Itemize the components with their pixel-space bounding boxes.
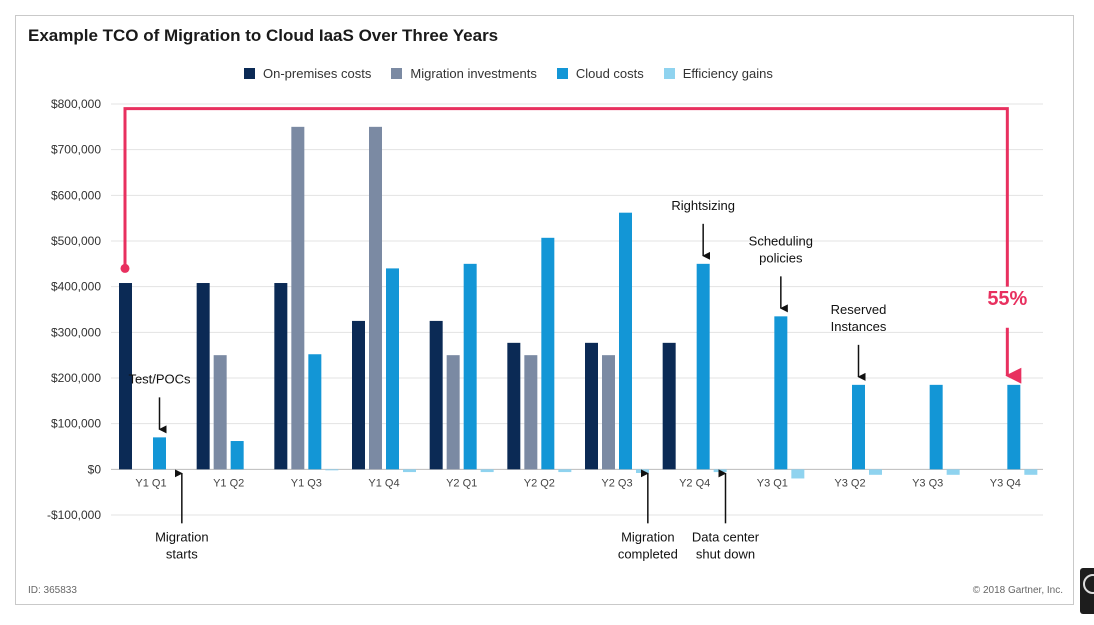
bar: [325, 469, 339, 471]
bar: [352, 320, 365, 470]
x-tick-label: Y3 Q1: [757, 477, 788, 489]
annotation-label: Instances: [831, 319, 887, 334]
chart-title: Example TCO of Migration to Cloud IaaS O…: [28, 26, 499, 45]
legend-item: On-premises costs: [244, 66, 371, 81]
bar: [446, 355, 460, 470]
annotation-label: Scheduling: [749, 233, 813, 248]
bar: [774, 316, 788, 470]
bar: [274, 283, 288, 470]
x-tick-label: Y3 Q4: [990, 477, 1021, 489]
bar: [230, 441, 244, 470]
x-tick-label: Y2 Q3: [601, 477, 632, 489]
x-tick-label: Y2 Q1: [446, 477, 477, 489]
y-tick-label: $200,000: [51, 371, 101, 385]
bar: [852, 384, 865, 470]
y-tick-label: $400,000: [51, 280, 101, 294]
bar: [213, 355, 227, 470]
bar: [619, 212, 632, 470]
savings-percentage: 55%: [987, 288, 1027, 310]
legend-label: Migration investments: [410, 66, 537, 81]
y-tick-label: $0: [88, 462, 102, 476]
bar: [369, 126, 382, 470]
legend-label: On-premises costs: [263, 66, 372, 81]
bar: [585, 342, 598, 470]
bar: [869, 469, 882, 475]
annotation-label: Rightsizing: [671, 198, 735, 213]
bar: [636, 469, 649, 473]
bar: [946, 469, 960, 475]
bar: [463, 263, 477, 470]
annotation-label: shut down: [696, 546, 755, 561]
legend-swatch: [556, 68, 568, 79]
y-tick-label: $100,000: [51, 417, 101, 431]
corner-badge: [1080, 568, 1094, 614]
callout-bracket: [123, 107, 1009, 287]
bar: [429, 320, 443, 470]
annotation-label: policies: [759, 250, 803, 265]
annotation-label: starts: [166, 546, 198, 561]
bar: [696, 263, 710, 470]
x-tick-label: Y3 Q3: [912, 477, 943, 489]
chart-panel: Example TCO of Migration to Cloud IaaS O…: [15, 15, 1074, 605]
y-tick-label: $700,000: [51, 143, 101, 157]
bar: [558, 469, 572, 473]
x-tick-label: Y3 Q2: [834, 477, 865, 489]
figure-id: ID: 365833: [28, 585, 77, 596]
y-tick-label: $600,000: [51, 188, 101, 202]
bar: [791, 469, 805, 479]
bar: [1024, 469, 1038, 475]
x-tick-label: Y2 Q2: [524, 477, 555, 489]
bar: [480, 469, 494, 473]
bar: [929, 384, 943, 470]
legend-item: Migration investments: [391, 66, 537, 81]
x-tick-label: Y1 Q2: [213, 477, 244, 489]
y-tick-label: $300,000: [51, 325, 101, 339]
legend-item: Cloud costs: [556, 66, 644, 81]
bar: [713, 469, 727, 473]
annotation-label: Migration: [155, 529, 208, 544]
bar: [308, 354, 322, 470]
x-tick-label: Y1 Q3: [291, 477, 322, 489]
bar: [524, 355, 538, 470]
legend-label: Efficiency gains: [682, 66, 773, 81]
x-tick-label: Y2 Q4: [679, 477, 710, 489]
legend-item: Efficiency gains: [663, 66, 773, 81]
plot-area: -$100,000 $0 $100,000 $200,000 $300,000 $400,…: [47, 97, 1043, 561]
legend: On-premises costs Migration investments Cl…: [244, 66, 773, 81]
annotation-label: Reserved: [831, 302, 887, 317]
bar: [507, 342, 521, 470]
legend-swatch: [244, 68, 255, 79]
bar: [662, 342, 676, 470]
legend-swatch: [663, 68, 675, 79]
bar: [1007, 384, 1021, 470]
bar: [541, 237, 555, 470]
legend-label: Cloud costs: [575, 66, 644, 81]
bar: [119, 283, 132, 470]
bar: [196, 283, 210, 470]
bar: [153, 437, 166, 470]
bar: [403, 469, 416, 473]
bar: [386, 268, 399, 470]
bar: [291, 126, 305, 470]
y-tick-label: -$100,000: [47, 508, 101, 522]
copyright-notice: © 2018 Gartner, Inc.: [972, 585, 1063, 596]
y-tick-label: $500,000: [51, 234, 101, 248]
annotation-label: Data center: [692, 529, 760, 544]
bar: [602, 355, 615, 470]
annotation-label: Migration: [621, 529, 674, 544]
annotation-label: Test/POCs: [128, 371, 191, 386]
x-tick-label: Y1 Q1: [135, 477, 166, 489]
annotation-label: completed: [618, 546, 678, 561]
x-tick-label: Y1 Q4: [368, 477, 399, 489]
y-tick-label: $800,000: [51, 97, 101, 111]
legend-swatch: [391, 68, 403, 79]
